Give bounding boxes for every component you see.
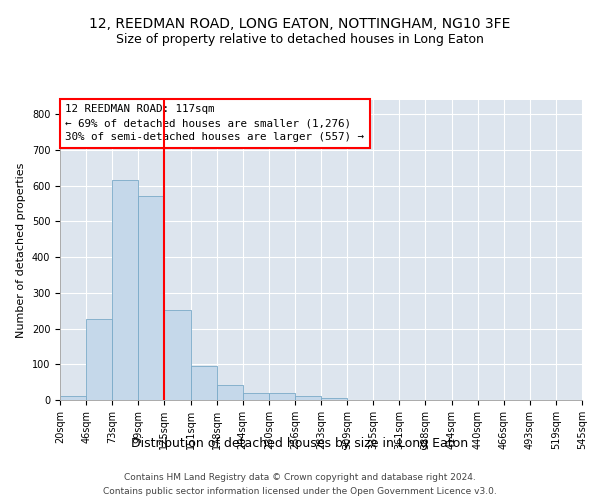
Bar bbox=[60, 396, 86, 400]
Bar bbox=[295, 396, 321, 400]
Text: Contains HM Land Registry data © Crown copyright and database right 2024.: Contains HM Land Registry data © Crown c… bbox=[124, 472, 476, 482]
Bar bbox=[86, 318, 112, 400]
Text: Contains public sector information licensed under the Open Government Licence v3: Contains public sector information licen… bbox=[103, 488, 497, 496]
Bar bbox=[242, 393, 269, 400]
Bar bbox=[164, 310, 191, 400]
Bar bbox=[191, 366, 217, 400]
Text: 12, REEDMAN ROAD, LONG EATON, NOTTINGHAM, NG10 3FE: 12, REEDMAN ROAD, LONG EATON, NOTTINGHAM… bbox=[89, 18, 511, 32]
Text: Distribution of detached houses by size in Long Eaton: Distribution of detached houses by size … bbox=[131, 438, 469, 450]
Bar bbox=[112, 180, 139, 400]
Text: 12 REEDMAN ROAD: 117sqm
← 69% of detached houses are smaller (1,276)
30% of semi: 12 REEDMAN ROAD: 117sqm ← 69% of detache… bbox=[65, 104, 364, 142]
Bar bbox=[269, 393, 295, 400]
Bar bbox=[321, 398, 347, 400]
Text: Size of property relative to detached houses in Long Eaton: Size of property relative to detached ho… bbox=[116, 32, 484, 46]
Y-axis label: Number of detached properties: Number of detached properties bbox=[16, 162, 26, 338]
Bar bbox=[217, 384, 243, 400]
Bar bbox=[139, 196, 164, 400]
